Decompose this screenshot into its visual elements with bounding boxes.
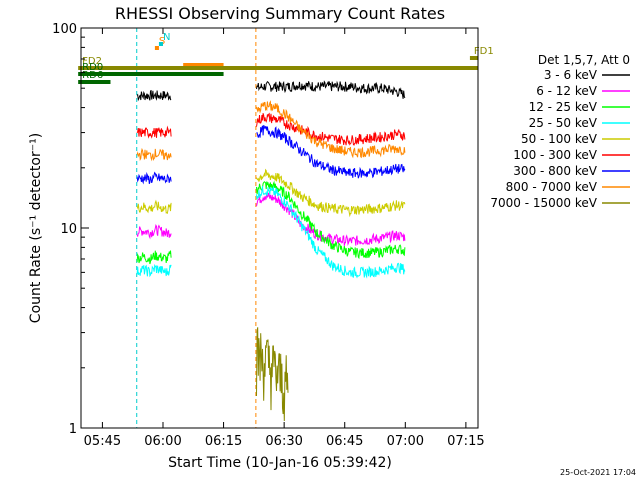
state-bar [78,72,224,76]
x-tick-label: 06:45 [326,434,363,449]
state-bar-label: N [163,32,170,43]
series-line [136,125,172,139]
x-tick-label: 06:30 [265,434,302,449]
series-line [136,89,172,102]
x-axis-label: Start Time (10-Jan-16 05:39:42) [168,455,392,471]
legend-entry: 3 - 6 keV [544,68,598,82]
series-line [256,180,406,260]
y-tick-label: 100 [52,22,77,37]
footer-date: 25-Oct-2021 17:04 [560,468,636,477]
series-line [256,168,406,218]
legend-entry: 6 - 12 keV [536,84,598,98]
series-line [136,223,172,240]
state-bar [78,66,478,70]
chart-title: RHESSI Observing Summary Count Rates [115,4,445,23]
legend-entry: 300 - 800 keV [513,164,597,178]
series-line [256,124,406,179]
x-tick-label: 06:00 [144,434,181,449]
y-tick-label: 1 [69,422,77,437]
series-line [256,100,406,159]
state-bar [158,42,163,46]
series-line [136,199,172,215]
series-line [136,263,172,278]
series-line [256,327,289,422]
x-tick-label: 06:15 [205,434,242,449]
legend-entry: 50 - 100 keV [521,132,598,146]
series-line [136,250,172,265]
state-bar-label: FD1 [474,46,494,57]
legend-entry: 800 - 7000 keV [506,180,598,194]
state-bar [183,63,224,67]
series-line [136,171,172,185]
legend-entry: 12 - 25 keV [529,100,598,114]
legend-entry: 100 - 300 keV [513,148,597,162]
state-bar-label: S [159,36,165,47]
legend-entry: 7000 - 15000 keV [490,196,597,210]
y-axis-label: Count Rate (s⁻¹ detector⁻¹) [28,133,44,323]
state-bar [78,80,111,84]
series-line [136,147,172,162]
legend-entry: 25 - 50 keV [529,116,598,130]
x-tick-label: 05:45 [84,434,121,449]
state-bar-label: FD2 [82,56,102,67]
legend-header: Det 1,5,7, Att 0 [538,53,630,67]
x-tick-label: 07:15 [447,434,484,449]
x-tick-label: 07:00 [387,434,424,449]
y-tick-label: 10 [60,222,77,237]
series-line [256,185,406,279]
series-line [256,192,406,247]
state-bar [469,56,478,60]
state-bar-label: RD0 [82,62,103,73]
series-line [256,112,406,146]
state-bar-label: RD6 [82,70,103,81]
state-bar [154,46,159,50]
series-line [256,80,406,99]
